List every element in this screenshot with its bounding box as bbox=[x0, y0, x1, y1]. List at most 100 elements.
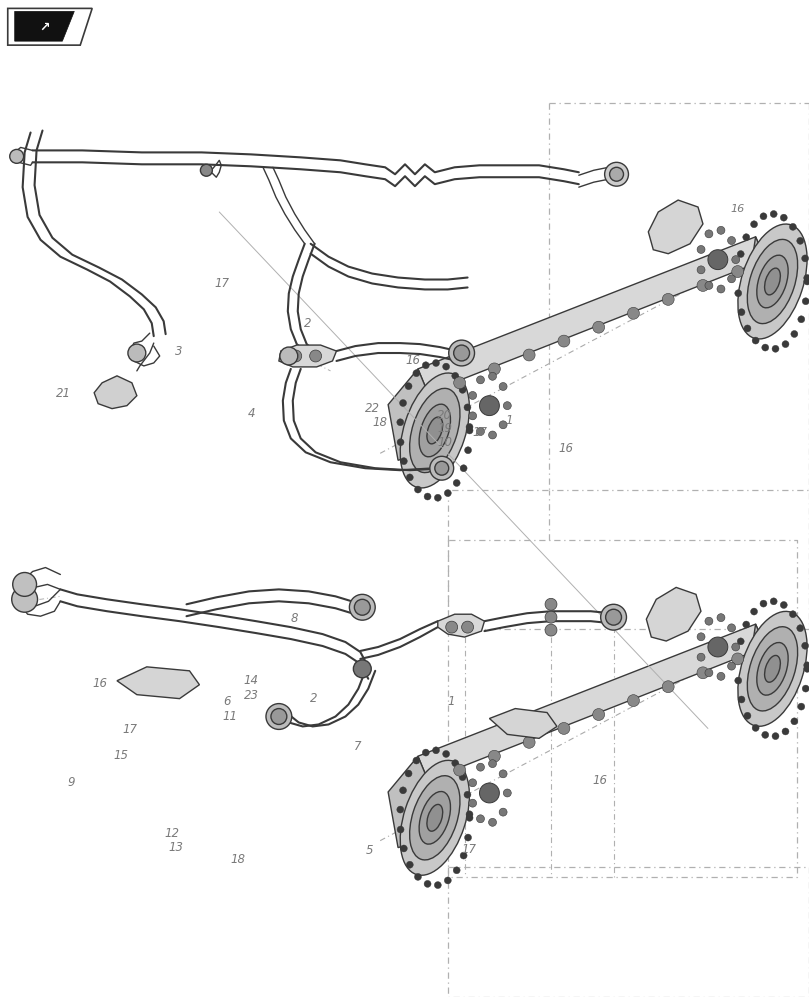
Text: 6: 6 bbox=[223, 695, 230, 708]
Text: 17: 17 bbox=[461, 843, 476, 856]
Circle shape bbox=[11, 586, 37, 612]
Circle shape bbox=[503, 789, 511, 797]
Circle shape bbox=[488, 760, 496, 768]
Circle shape bbox=[716, 614, 724, 622]
Polygon shape bbox=[117, 667, 200, 699]
Circle shape bbox=[796, 625, 803, 632]
Circle shape bbox=[761, 731, 768, 738]
Circle shape bbox=[405, 770, 411, 777]
Circle shape bbox=[451, 372, 458, 379]
Ellipse shape bbox=[418, 404, 450, 457]
Text: 7: 7 bbox=[354, 740, 361, 753]
Circle shape bbox=[707, 637, 727, 657]
Text: 19: 19 bbox=[436, 422, 452, 435]
Circle shape bbox=[727, 624, 735, 632]
Circle shape bbox=[796, 237, 803, 244]
Circle shape bbox=[460, 852, 466, 859]
Circle shape bbox=[488, 372, 496, 380]
Text: 13: 13 bbox=[169, 841, 183, 854]
Polygon shape bbox=[15, 11, 74, 41]
Circle shape bbox=[442, 750, 449, 757]
Circle shape bbox=[522, 736, 534, 748]
Circle shape bbox=[423, 493, 431, 500]
Circle shape bbox=[397, 806, 403, 813]
Circle shape bbox=[557, 722, 569, 734]
Circle shape bbox=[736, 251, 743, 258]
Text: 1: 1 bbox=[505, 414, 513, 427]
Text: 22: 22 bbox=[364, 402, 380, 415]
Circle shape bbox=[731, 643, 739, 651]
Text: 5: 5 bbox=[366, 844, 373, 857]
Circle shape bbox=[734, 270, 740, 277]
Circle shape bbox=[696, 653, 704, 661]
Circle shape bbox=[476, 763, 484, 771]
Circle shape bbox=[463, 791, 470, 798]
Circle shape bbox=[696, 280, 708, 291]
Circle shape bbox=[742, 621, 749, 628]
Circle shape bbox=[727, 237, 735, 244]
Circle shape bbox=[488, 750, 500, 762]
Circle shape bbox=[479, 396, 499, 416]
Circle shape bbox=[406, 861, 413, 868]
Circle shape bbox=[742, 234, 749, 241]
Circle shape bbox=[696, 667, 708, 679]
Circle shape bbox=[522, 349, 534, 361]
Circle shape bbox=[771, 345, 778, 352]
Text: 10: 10 bbox=[436, 436, 452, 449]
Circle shape bbox=[544, 598, 556, 610]
Circle shape bbox=[696, 245, 704, 253]
Circle shape bbox=[627, 307, 638, 319]
Circle shape bbox=[468, 412, 476, 420]
Circle shape bbox=[434, 461, 448, 475]
Circle shape bbox=[445, 621, 457, 633]
Circle shape bbox=[432, 360, 439, 366]
Circle shape bbox=[788, 611, 796, 618]
Circle shape bbox=[466, 423, 473, 430]
Polygon shape bbox=[388, 369, 437, 460]
Circle shape bbox=[781, 728, 788, 735]
Circle shape bbox=[405, 383, 411, 390]
Text: 9: 9 bbox=[67, 776, 75, 789]
Text: 16: 16 bbox=[92, 677, 107, 690]
Circle shape bbox=[771, 733, 778, 740]
Circle shape bbox=[466, 427, 473, 434]
Circle shape bbox=[414, 486, 421, 493]
Circle shape bbox=[413, 370, 419, 377]
Circle shape bbox=[422, 749, 429, 756]
Text: 16: 16 bbox=[730, 204, 744, 214]
Text: 17: 17 bbox=[214, 277, 230, 290]
Polygon shape bbox=[278, 345, 336, 367]
Circle shape bbox=[751, 337, 758, 344]
Circle shape bbox=[458, 774, 466, 781]
Text: 14: 14 bbox=[243, 674, 259, 687]
Circle shape bbox=[353, 660, 371, 678]
Ellipse shape bbox=[746, 627, 796, 711]
Circle shape bbox=[406, 474, 413, 481]
Circle shape bbox=[453, 479, 460, 486]
Circle shape bbox=[400, 845, 407, 852]
Circle shape bbox=[290, 350, 302, 362]
Circle shape bbox=[731, 653, 743, 665]
Circle shape bbox=[461, 621, 473, 633]
Circle shape bbox=[444, 877, 451, 884]
Circle shape bbox=[716, 226, 724, 234]
Circle shape bbox=[399, 400, 406, 406]
Circle shape bbox=[448, 340, 474, 366]
Circle shape bbox=[790, 331, 797, 337]
Circle shape bbox=[704, 281, 712, 289]
Circle shape bbox=[444, 490, 451, 497]
Text: 18: 18 bbox=[230, 853, 246, 866]
Circle shape bbox=[662, 293, 673, 305]
Ellipse shape bbox=[427, 804, 442, 831]
Ellipse shape bbox=[764, 655, 779, 682]
Polygon shape bbox=[647, 200, 702, 254]
Circle shape bbox=[466, 814, 473, 821]
Circle shape bbox=[397, 419, 403, 426]
Text: 4: 4 bbox=[247, 407, 255, 420]
Polygon shape bbox=[8, 8, 92, 45]
Circle shape bbox=[488, 363, 500, 375]
Circle shape bbox=[716, 285, 724, 293]
Circle shape bbox=[727, 662, 735, 670]
Polygon shape bbox=[744, 624, 775, 703]
Text: 21: 21 bbox=[56, 387, 71, 400]
